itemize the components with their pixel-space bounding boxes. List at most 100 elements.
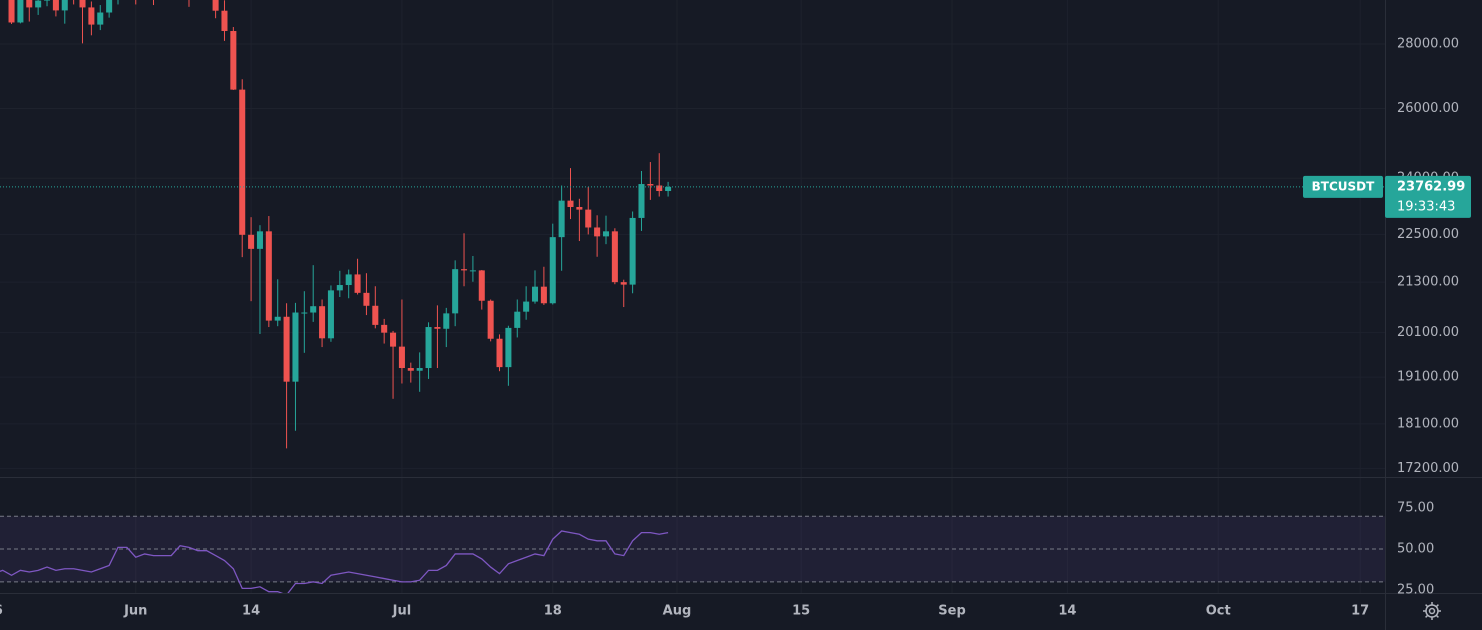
- candle-body: [248, 234, 255, 249]
- candle-body: [594, 227, 601, 237]
- candle-body: [576, 206, 583, 210]
- candle-body: [61, 0, 68, 11]
- candle-body: [79, 0, 86, 8]
- x-tick-label: 16: [0, 604, 3, 619]
- candle-body: [398, 346, 405, 369]
- candle-body: [381, 324, 388, 333]
- candle-body: [274, 316, 281, 321]
- candle-body: [549, 237, 556, 304]
- axes: 16 Jun 14 Jul 18 Aug 15 Sep 14 Oct 17 17200.00 18100…: [0, 36, 1459, 618]
- candle-body: [35, 0, 42, 8]
- x-tick-label: 14: [1058, 604, 1076, 619]
- candle-body: [301, 312, 308, 314]
- candle-body: [292, 312, 299, 382]
- candle-body: [345, 274, 352, 286]
- candle-body: [531, 286, 539, 302]
- y-tick-label: 26000.00: [1397, 101, 1459, 116]
- candle-body: [390, 332, 397, 347]
- candle-body: [354, 274, 361, 293]
- candle-body: [514, 311, 521, 328]
- rsi-line: [0, 530, 669, 593]
- price-pane: [0, 0, 1385, 449]
- candle-body: [8, 0, 15, 23]
- candle-body: [239, 89, 246, 235]
- candle-body: [602, 231, 610, 237]
- candle-body: [647, 184, 654, 186]
- symbol-tag: [1303, 175, 1383, 198]
- candle-body: [478, 270, 485, 301]
- candle-body: [221, 10, 228, 32]
- candle-body: [469, 270, 476, 272]
- candle-body: [265, 231, 272, 321]
- x-tick-label: 15: [792, 604, 810, 619]
- x-tick-label: Sep: [938, 604, 966, 619]
- candle-body: [638, 184, 645, 218]
- y-tick-label: 17200.00: [1397, 461, 1459, 476]
- y-tick-label: 20100.00: [1397, 325, 1459, 340]
- y-tick-label: 19100.00: [1397, 370, 1459, 385]
- candle-body: [567, 200, 574, 207]
- rsi-tick-label: 25.00: [1397, 583, 1434, 598]
- candle-body: [256, 231, 263, 249]
- candle-body: [452, 269, 459, 314]
- candle-body: [336, 285, 343, 291]
- y-tick-label: 28000.00: [1397, 36, 1459, 51]
- candle-body: [319, 306, 326, 339]
- rsi-tick-label: 50.00: [1397, 542, 1434, 557]
- candle-body: [106, 0, 113, 13]
- x-tick-label: 17: [1351, 604, 1369, 619]
- grid: [0, 0, 1385, 593]
- x-tick-label: Jun: [123, 604, 147, 619]
- candle-body: [283, 316, 290, 382]
- symbol-label: BTCUSDT: [1312, 179, 1375, 193]
- candle-body: [425, 327, 432, 369]
- candle-body: [540, 286, 547, 304]
- price-tags: BTCUSDT 23762.99 19:33:43: [1303, 175, 1471, 218]
- candle-body: [665, 186, 672, 192]
- candle-body: [629, 217, 636, 285]
- candle-body: [496, 338, 503, 368]
- x-tick-label: 18: [544, 604, 562, 619]
- rsi-pane: [0, 515, 1385, 593]
- x-tick-label: 14: [242, 604, 260, 619]
- candle-body: [327, 290, 334, 339]
- y-tick-label: 22500.00: [1397, 227, 1459, 242]
- rsi-band-fill: [0, 516, 1385, 582]
- candle-body: [230, 31, 237, 90]
- candle-body: [656, 185, 663, 192]
- candle-body: [363, 292, 370, 306]
- candle-body: [407, 368, 414, 371]
- rsi-tick-label: 75.00: [1397, 501, 1434, 516]
- y-tick-label: 18100.00: [1397, 416, 1459, 431]
- candle-body: [310, 306, 317, 313]
- settings-icon[interactable]: [1423, 602, 1441, 620]
- candle-body: [52, 0, 59, 11]
- candle-body: [443, 313, 450, 329]
- x-tick-label: Oct: [1206, 604, 1231, 619]
- candle-body: [372, 305, 379, 325]
- candle-body: [585, 209, 592, 228]
- candle-body: [523, 301, 530, 312]
- candle-body: [416, 368, 423, 371]
- candle-body: [26, 0, 33, 8]
- x-tick-label: Aug: [663, 604, 692, 619]
- candle-body: [17, 0, 24, 23]
- candle-body: [44, 0, 51, 1]
- candle-body: [461, 269, 468, 271]
- candle-body: [505, 327, 512, 368]
- candle-body: [620, 282, 627, 285]
- candle-body: [487, 300, 494, 339]
- candle-body: [434, 327, 441, 329]
- y-tick-label: 21300.00: [1397, 275, 1459, 290]
- last-price-label: 23762.99: [1397, 179, 1465, 194]
- x-tick-label: Jul: [392, 604, 412, 619]
- candle-body: [611, 231, 618, 283]
- candle-body: [558, 200, 565, 238]
- candle-body: [97, 12, 104, 25]
- candle-body: [88, 7, 95, 25]
- countdown-label: 19:33:43: [1397, 199, 1455, 214]
- price-tag: [1385, 175, 1471, 218]
